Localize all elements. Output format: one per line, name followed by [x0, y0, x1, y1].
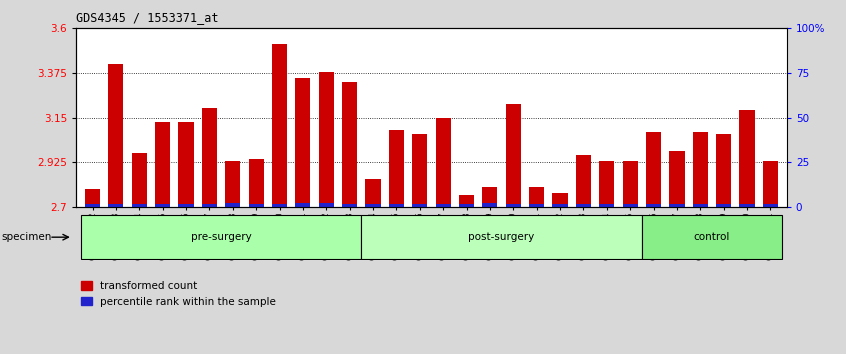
Text: GDS4345 / 1553371_at: GDS4345 / 1553371_at — [76, 11, 218, 24]
Bar — [202, 108, 217, 207]
Bar — [623, 161, 638, 207]
Bar — [361, 215, 642, 259]
Bar — [272, 44, 287, 207]
Bar — [693, 132, 708, 207]
Bar — [342, 204, 357, 207]
Bar — [249, 204, 264, 207]
Bar — [155, 122, 170, 207]
Bar — [482, 203, 497, 207]
Bar — [599, 204, 614, 207]
Bar — [85, 189, 100, 207]
Bar — [642, 215, 782, 259]
Bar — [716, 133, 731, 207]
Bar — [552, 193, 568, 207]
Bar — [155, 204, 170, 207]
Bar — [576, 204, 591, 207]
Text: control: control — [694, 232, 730, 242]
Bar — [249, 159, 264, 207]
Bar — [108, 64, 124, 207]
Bar — [529, 187, 544, 207]
Bar — [179, 122, 194, 207]
Bar — [739, 204, 755, 207]
Bar — [272, 204, 287, 207]
Bar — [552, 204, 568, 207]
Bar — [623, 204, 638, 207]
Bar — [132, 154, 147, 207]
Bar — [646, 132, 661, 207]
Bar — [108, 204, 124, 207]
Bar — [365, 179, 381, 207]
Bar — [319, 203, 334, 207]
Bar — [669, 204, 684, 207]
Bar — [436, 118, 451, 207]
Bar — [365, 204, 381, 207]
Bar — [482, 187, 497, 207]
Bar — [436, 204, 451, 207]
Bar — [319, 72, 334, 207]
Bar — [739, 110, 755, 207]
Bar — [529, 204, 544, 207]
Bar — [459, 195, 474, 207]
Text: specimen: specimen — [2, 232, 52, 242]
Bar — [81, 215, 361, 259]
Bar — [179, 204, 194, 207]
Bar — [599, 161, 614, 207]
Bar — [716, 204, 731, 207]
Bar — [225, 161, 240, 207]
Bar — [506, 204, 521, 207]
Bar — [412, 133, 427, 207]
Bar — [295, 203, 310, 207]
Bar — [342, 82, 357, 207]
Bar — [646, 204, 661, 207]
Bar — [389, 204, 404, 207]
Bar — [506, 104, 521, 207]
Bar — [389, 130, 404, 207]
Bar — [295, 78, 310, 207]
Bar — [763, 161, 778, 207]
Bar — [576, 155, 591, 207]
Text: post-surgery: post-surgery — [469, 232, 535, 242]
Bar — [412, 204, 427, 207]
Bar — [669, 152, 684, 207]
Bar — [132, 204, 147, 207]
Legend: transformed count, percentile rank within the sample: transformed count, percentile rank withi… — [81, 281, 276, 307]
Text: pre-surgery: pre-surgery — [190, 232, 251, 242]
Bar — [225, 203, 240, 207]
Bar — [763, 204, 778, 207]
Bar — [693, 204, 708, 207]
Bar — [202, 204, 217, 207]
Bar — [459, 204, 474, 207]
Bar — [85, 204, 100, 207]
